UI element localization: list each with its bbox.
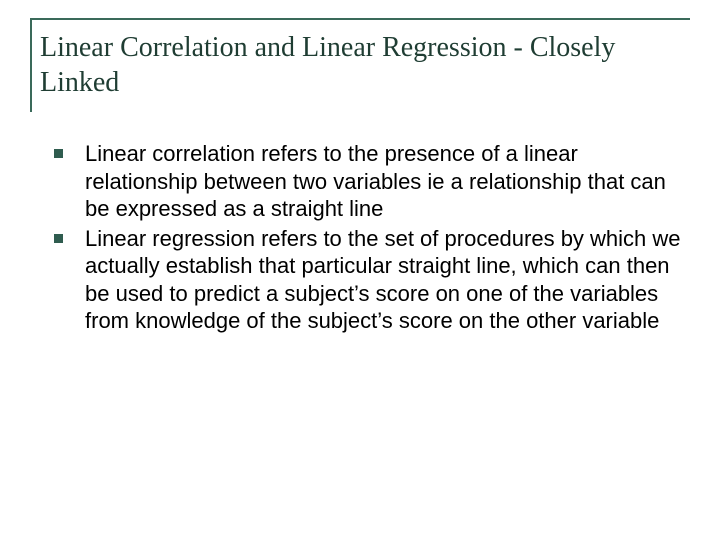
bullet-text: Linear correlation refers to the presenc… <box>85 140 690 223</box>
square-bullet-icon <box>54 149 63 158</box>
bullet-text: Linear regression refers to the set of p… <box>85 225 690 335</box>
square-bullet-icon <box>54 234 63 243</box>
page-title: Linear Correlation and Linear Regression… <box>40 30 690 100</box>
title-container: Linear Correlation and Linear Regression… <box>30 18 690 112</box>
bullet-list: Linear correlation refers to the presenc… <box>30 140 690 335</box>
list-item: Linear regression refers to the set of p… <box>54 225 690 335</box>
list-item: Linear correlation refers to the presenc… <box>54 140 690 223</box>
